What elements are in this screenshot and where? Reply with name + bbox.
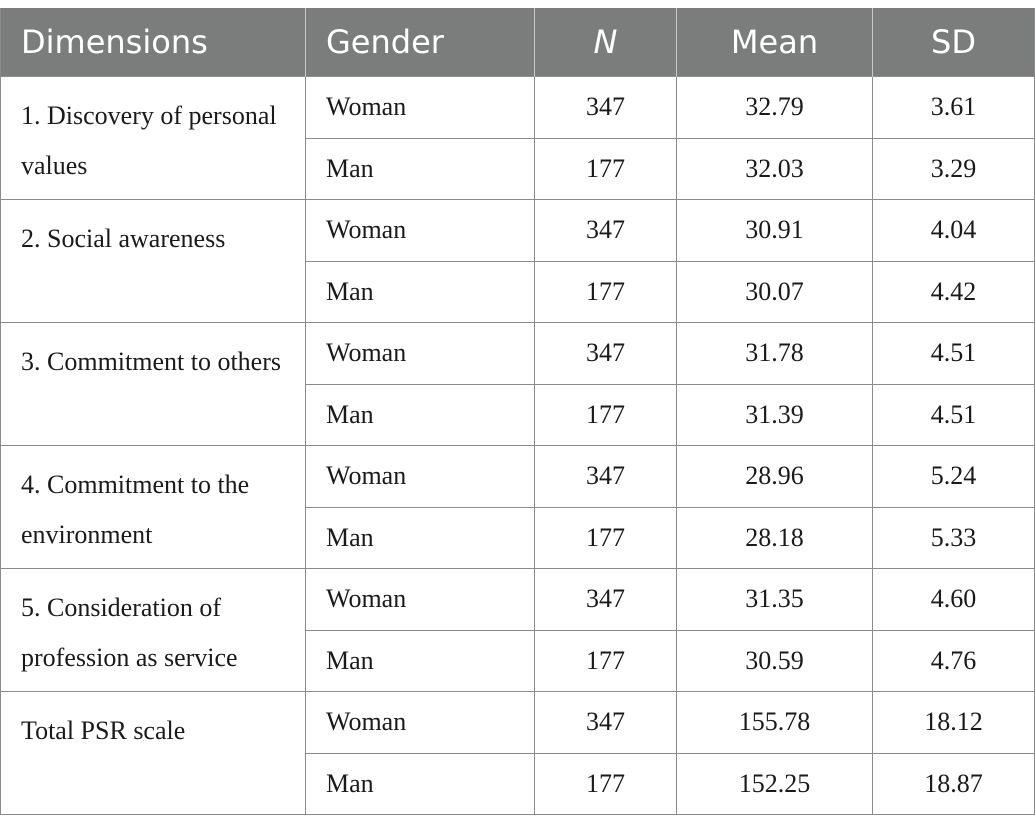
gender-cell: Woman <box>305 199 535 262</box>
gender-cell: Woman <box>305 568 535 631</box>
sd-cell: 4.42 <box>872 260 1035 323</box>
n-cell: 347 <box>534 76 677 139</box>
mean-cell: 28.96 <box>676 445 873 508</box>
n-cell: 347 <box>534 691 677 754</box>
gender-cell: Man <box>305 629 535 692</box>
sd-cell: 5.33 <box>872 506 1035 569</box>
mean-cell: 32.79 <box>676 76 873 139</box>
gender-cell: Woman <box>305 445 535 508</box>
mean-cell: 155.78 <box>676 691 873 754</box>
sd-cell: 4.76 <box>872 629 1035 692</box>
dimension-cell: 3. Commitment to others <box>0 322 306 446</box>
gender-cell: Man <box>305 137 535 200</box>
dimension-cell: 1. Discovery of personal values <box>0 76 306 200</box>
n-cell: 347 <box>534 322 677 385</box>
table-row: Man 177 30.59 4.76 <box>1 629 1035 692</box>
sd-cell: 4.04 <box>872 199 1035 262</box>
mean-cell: 30.07 <box>676 260 873 323</box>
sd-cell: 4.51 <box>872 383 1035 446</box>
n-cell: 347 <box>534 445 677 508</box>
n-cell: 177 <box>534 752 677 815</box>
n-cell: 177 <box>534 260 677 323</box>
n-cell: 347 <box>534 568 677 631</box>
n-cell: 177 <box>534 383 677 446</box>
dimension-cell: 2. Social awareness <box>0 199 306 323</box>
n-cell: 177 <box>534 506 677 569</box>
table-row: Man 177 28.18 5.33 <box>1 506 1035 569</box>
table-header: Dimensions Gender N Mean SD <box>0 8 1035 77</box>
gender-cell: Woman <box>305 76 535 139</box>
table-row: 1. Discovery of personal values Woman 34… <box>0 76 1035 200</box>
mean-cell: 152.25 <box>676 752 873 815</box>
n-cell: 177 <box>534 629 677 692</box>
header-dimensions: Dimensions <box>0 8 306 77</box>
table-container: Dimensions Gender N Mean SD 1. Discovery… <box>0 8 1035 815</box>
header-mean: Mean <box>676 8 873 77</box>
table-body: 1. Discovery of personal values Woman 34… <box>0 76 1035 815</box>
dimension-cell: 4. Commitment to the environment <box>0 445 306 569</box>
mean-cell: 31.35 <box>676 568 873 631</box>
mean-cell: 28.18 <box>676 506 873 569</box>
sd-cell: 18.87 <box>872 752 1035 815</box>
table-row: Total PSR scale Woman 347 155.78 18.12 <box>0 691 1035 815</box>
header-gender: Gender <box>305 8 535 77</box>
table-row: Man 177 152.25 18.87 <box>1 752 1035 815</box>
sd-cell: 3.29 <box>872 137 1035 200</box>
header-sd: SD <box>872 8 1035 77</box>
table-row: 4. Commitment to the environment Woman 3… <box>0 445 1035 569</box>
n-cell: 347 <box>534 199 677 262</box>
table-row: 2. Social awareness Woman 347 30.91 4.04 <box>0 199 1035 323</box>
sd-cell: 4.60 <box>872 568 1035 631</box>
gender-cell: Man <box>305 752 535 815</box>
table-row: Man 177 31.39 4.51 <box>1 383 1035 446</box>
sd-cell: 3.61 <box>872 76 1035 139</box>
mean-cell: 32.03 <box>676 137 873 200</box>
gender-cell: Man <box>305 506 535 569</box>
mean-cell: 30.59 <box>676 629 873 692</box>
dimension-cell: 5. Consideration of profession as servic… <box>0 568 306 692</box>
sd-cell: 18.12 <box>872 691 1035 754</box>
gender-cell: Woman <box>305 322 535 385</box>
mean-cell: 30.91 <box>676 199 873 262</box>
dimension-cell: Total PSR scale <box>0 691 306 815</box>
gender-cell: Woman <box>305 691 535 754</box>
table-row: 3. Commitment to others Woman 347 31.78 … <box>0 322 1035 446</box>
mean-cell: 31.78 <box>676 322 873 385</box>
gender-cell: Man <box>305 260 535 323</box>
sd-cell: 5.24 <box>872 445 1035 508</box>
mean-cell: 31.39 <box>676 383 873 446</box>
table-row: 5. Consideration of profession as servic… <box>0 568 1035 692</box>
n-cell: 177 <box>534 137 677 200</box>
header-n: N <box>534 8 677 77</box>
psr-gender-table: Dimensions Gender N Mean SD 1. Discovery… <box>0 8 1035 815</box>
sd-cell: 4.51 <box>872 322 1035 385</box>
gender-cell: Man <box>305 383 535 446</box>
header-row: Dimensions Gender N Mean SD <box>0 8 1035 77</box>
